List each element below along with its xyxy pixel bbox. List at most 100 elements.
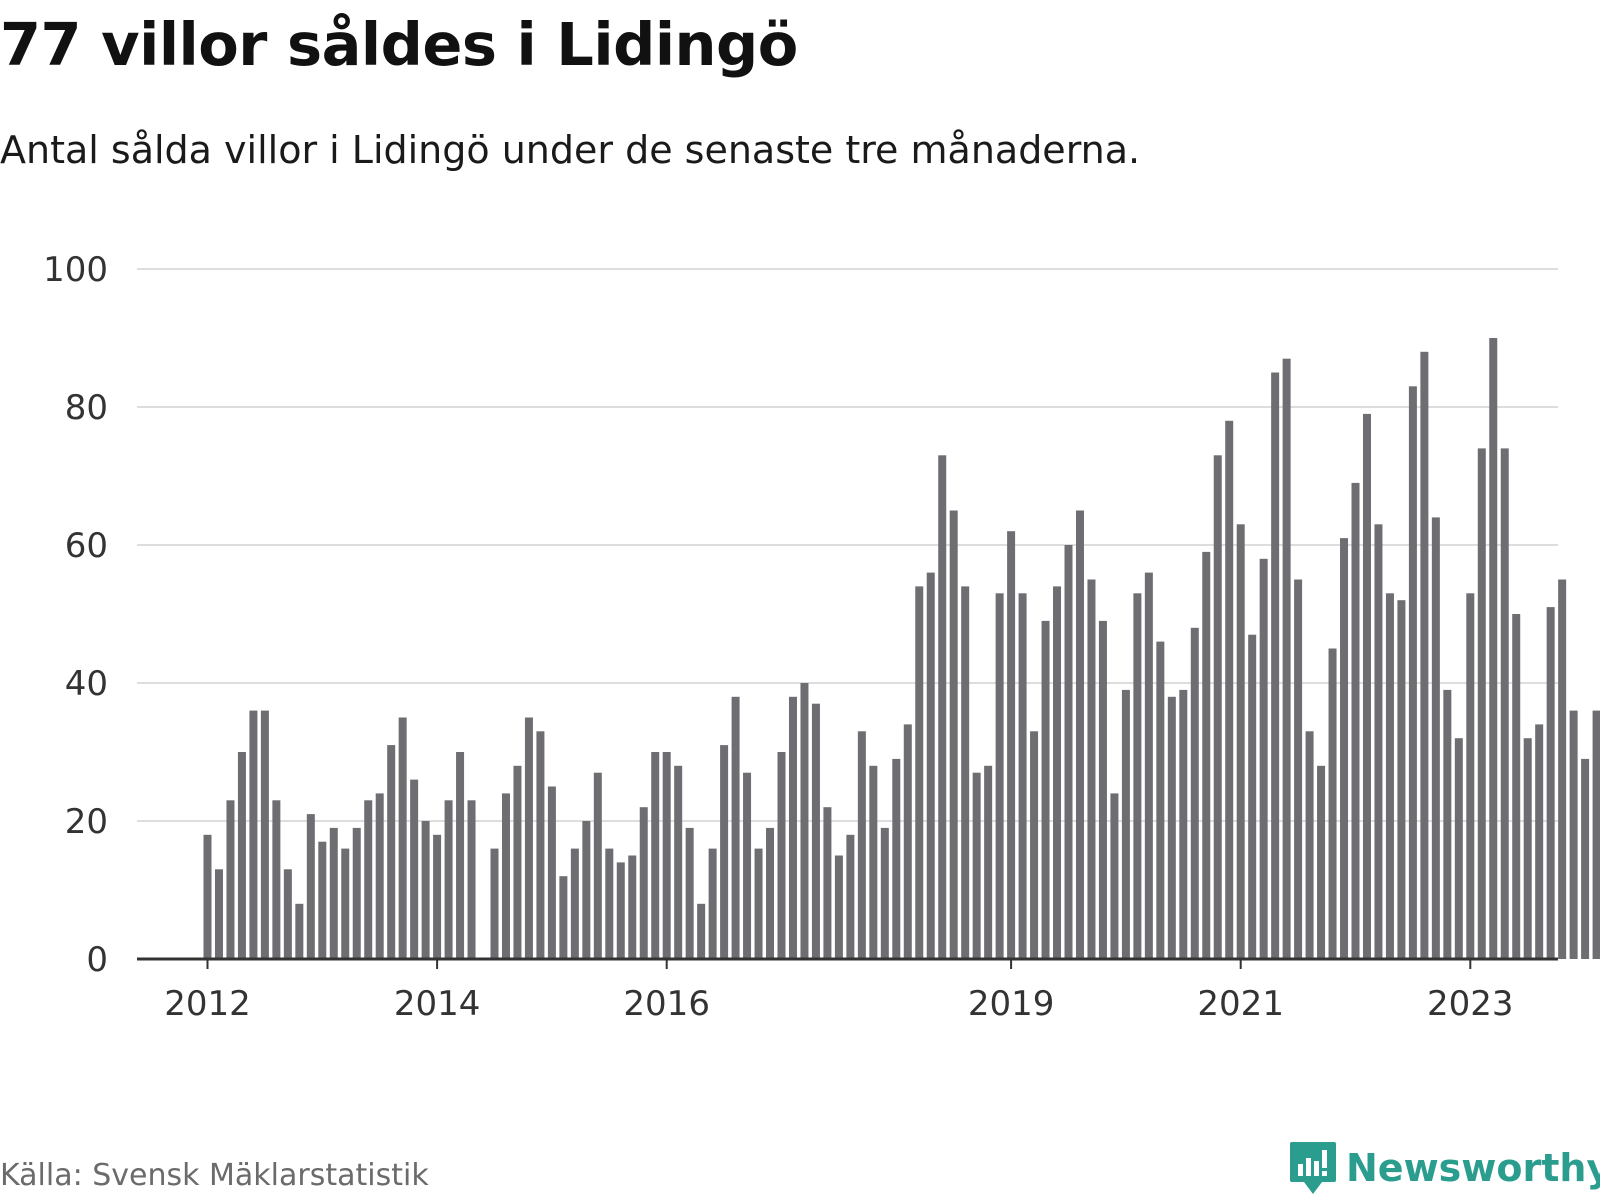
bar <box>341 848 350 959</box>
bar <box>995 593 1004 959</box>
bar <box>743 772 752 959</box>
bar <box>972 772 981 959</box>
bar <box>260 710 269 959</box>
bar <box>834 855 843 959</box>
bar <box>1523 738 1532 959</box>
bar <box>1294 579 1303 959</box>
bar <box>1007 531 1016 959</box>
bar <box>1041 620 1050 959</box>
bar <box>421 821 430 959</box>
bar <box>685 827 694 959</box>
bar <box>387 745 396 959</box>
bar <box>352 827 361 959</box>
bar <box>892 758 901 959</box>
bar <box>938 455 947 959</box>
bar <box>1064 545 1073 959</box>
newsworthy-icon <box>1290 1142 1336 1194</box>
bar <box>651 752 660 959</box>
bar <box>1351 482 1360 959</box>
bar <box>1098 620 1107 959</box>
bar <box>1385 593 1394 959</box>
bar <box>272 800 281 959</box>
bar <box>1374 524 1383 959</box>
source-note: Källa: Svensk Mäklarstatistik <box>0 1158 429 1193</box>
y-tick-label: 100 <box>43 250 108 290</box>
bar <box>1328 648 1337 959</box>
bar <box>1144 572 1153 959</box>
bar <box>662 752 671 959</box>
bar <box>1271 372 1280 959</box>
chart-subtitle: Antal sålda villor i Lidingö under de se… <box>0 128 1141 172</box>
bar <box>1121 689 1130 959</box>
bar <box>1466 593 1475 959</box>
bar <box>1133 593 1142 959</box>
bar <box>926 572 935 959</box>
bar <box>398 717 407 959</box>
bar <box>456 752 465 959</box>
bar <box>490 848 499 959</box>
bar <box>800 683 809 959</box>
chart-title: 77 villor såldes i Lidingö <box>0 10 798 79</box>
bar <box>639 807 648 959</box>
bar <box>1305 731 1314 959</box>
bar <box>857 731 866 959</box>
bar <box>1202 551 1211 959</box>
bar <box>524 717 533 959</box>
bar <box>559 876 568 959</box>
bar <box>1259 558 1268 959</box>
bar <box>1053 586 1062 959</box>
bar <box>731 696 740 959</box>
bar <box>593 772 602 959</box>
bar <box>674 765 683 959</box>
bar <box>1420 351 1429 959</box>
y-tick-label: 0 <box>86 940 108 980</box>
bar <box>1512 614 1521 959</box>
bar <box>1397 600 1406 959</box>
bar <box>547 786 556 959</box>
bar <box>1030 731 1039 959</box>
bar <box>329 827 338 959</box>
bar <box>1592 710 1600 959</box>
bar <box>513 765 522 959</box>
bar <box>203 834 212 959</box>
y-tick-label: 60 <box>65 526 108 566</box>
bar <box>846 834 855 959</box>
bar <box>1489 338 1498 959</box>
y-tick-label: 40 <box>65 664 108 704</box>
bar <box>1110 793 1119 959</box>
bar <box>249 710 258 959</box>
bar <box>1075 510 1084 959</box>
bar <box>720 745 729 959</box>
bar <box>961 586 970 959</box>
bar <box>582 821 591 959</box>
bar <box>283 869 292 959</box>
bar <box>1546 607 1555 959</box>
bar <box>984 765 993 959</box>
bar <box>237 752 246 959</box>
bar <box>375 793 384 959</box>
y-tick-label: 80 <box>65 388 108 428</box>
bar <box>364 800 373 959</box>
bar <box>777 752 786 959</box>
bar <box>880 827 889 959</box>
bar <box>444 800 453 959</box>
bar <box>1500 448 1509 959</box>
bar <box>1236 524 1245 959</box>
bar <box>1569 710 1578 959</box>
bar <box>1179 689 1188 959</box>
bar <box>1167 696 1176 959</box>
bar <box>1477 448 1486 959</box>
bar <box>697 903 706 959</box>
bar <box>1018 593 1027 959</box>
bar <box>1248 634 1257 959</box>
brand-name: Newsworthy <box>1346 1146 1600 1190</box>
bar <box>318 841 327 959</box>
bar <box>1408 386 1417 959</box>
bar <box>306 814 315 959</box>
bar <box>708 848 717 959</box>
bar <box>1454 738 1463 959</box>
bar <box>616 862 625 959</box>
bar <box>467 800 476 959</box>
bar <box>410 779 419 959</box>
